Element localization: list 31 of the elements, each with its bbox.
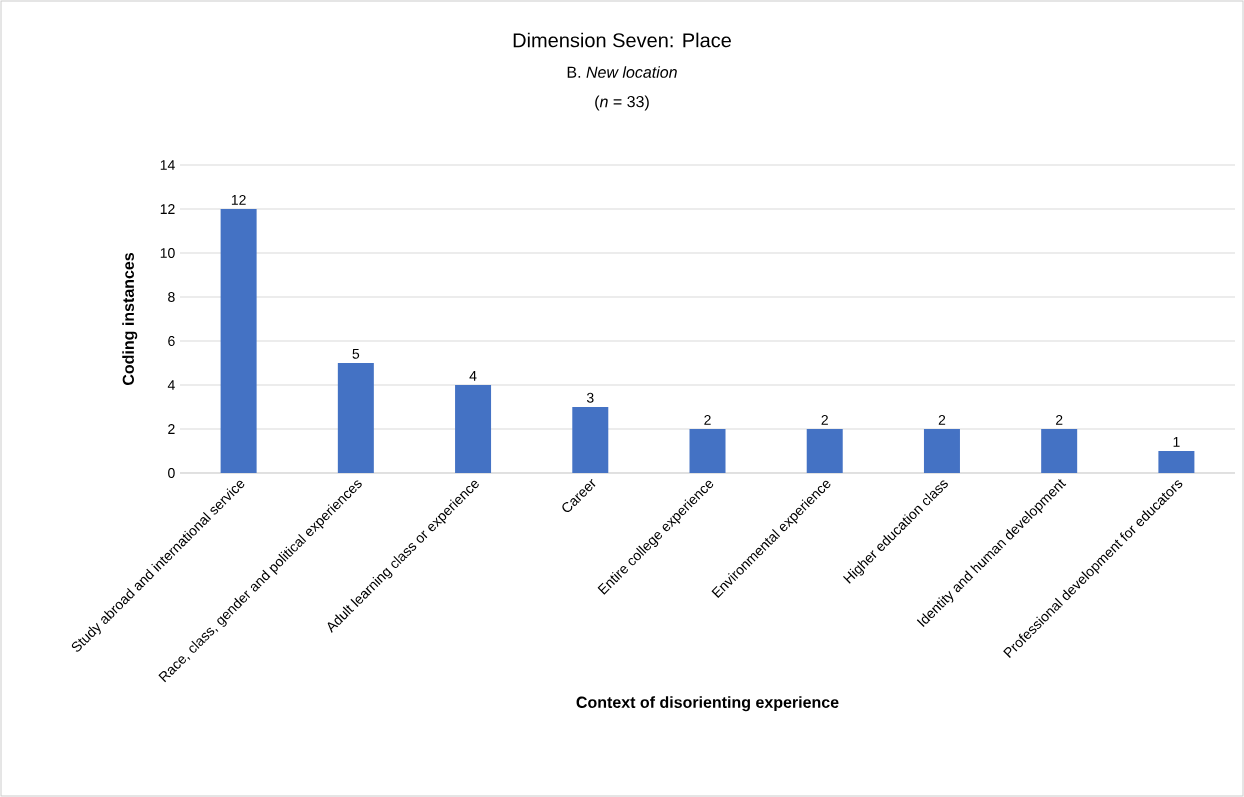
bar [806, 429, 843, 473]
bar [1041, 429, 1078, 473]
y-tick-label: 6 [168, 336, 175, 346]
bar [337, 363, 374, 473]
data-label: 2 [821, 414, 828, 425]
bar [220, 209, 257, 473]
data-label: 2 [938, 414, 946, 425]
chart-subtitle: B. New location [567, 66, 677, 78]
y-tick-label: 12 [160, 204, 175, 214]
data-label: 12 [231, 194, 246, 205]
y-tick-label: 14 [160, 160, 175, 170]
data-label: 3 [586, 392, 594, 403]
chart-title: Dimension Seven: Place [513, 32, 731, 48]
y-axis-title: Coding instances [122, 252, 138, 386]
y-tick-label: 0 [168, 468, 175, 478]
bar [689, 429, 726, 473]
text: (n = 33) [595, 95, 649, 111]
bar [1158, 451, 1195, 473]
y-tick-label: 8 [168, 292, 175, 302]
data-label: 2 [704, 414, 711, 425]
y-tick-label: 10 [160, 248, 175, 258]
y-tick-label: 4 [167, 380, 175, 390]
x-axis-title: Context of disorienting experience [576, 696, 839, 712]
bar [572, 407, 609, 473]
bar [923, 429, 960, 473]
data-label: 1 [1173, 437, 1180, 447]
bar [455, 385, 492, 473]
data-label: 5 [352, 348, 360, 359]
data-label: 2 [1056, 414, 1063, 425]
y-tick-label: 2 [168, 424, 175, 434]
data-label: 4 [469, 371, 477, 381]
